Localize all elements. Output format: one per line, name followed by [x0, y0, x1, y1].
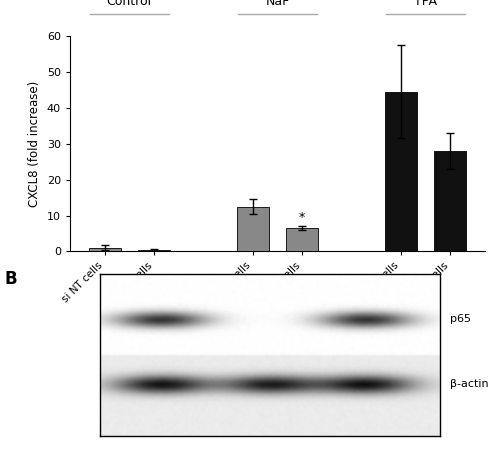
- Text: TPA: TPA: [414, 0, 437, 8]
- Text: B: B: [5, 270, 18, 288]
- Text: p65: p65: [450, 314, 471, 324]
- Text: NaF: NaF: [266, 0, 289, 8]
- Y-axis label: CXCL8 (fold increase): CXCL8 (fold increase): [28, 80, 42, 207]
- Bar: [236, 207, 269, 251]
- Bar: [434, 151, 466, 251]
- Bar: [88, 248, 120, 251]
- Text: Control: Control: [106, 0, 152, 8]
- Text: β-actin: β-actin: [450, 379, 489, 389]
- Bar: [286, 228, 318, 251]
- Text: *: *: [299, 211, 306, 224]
- Bar: [385, 92, 417, 251]
- Bar: [138, 250, 170, 251]
